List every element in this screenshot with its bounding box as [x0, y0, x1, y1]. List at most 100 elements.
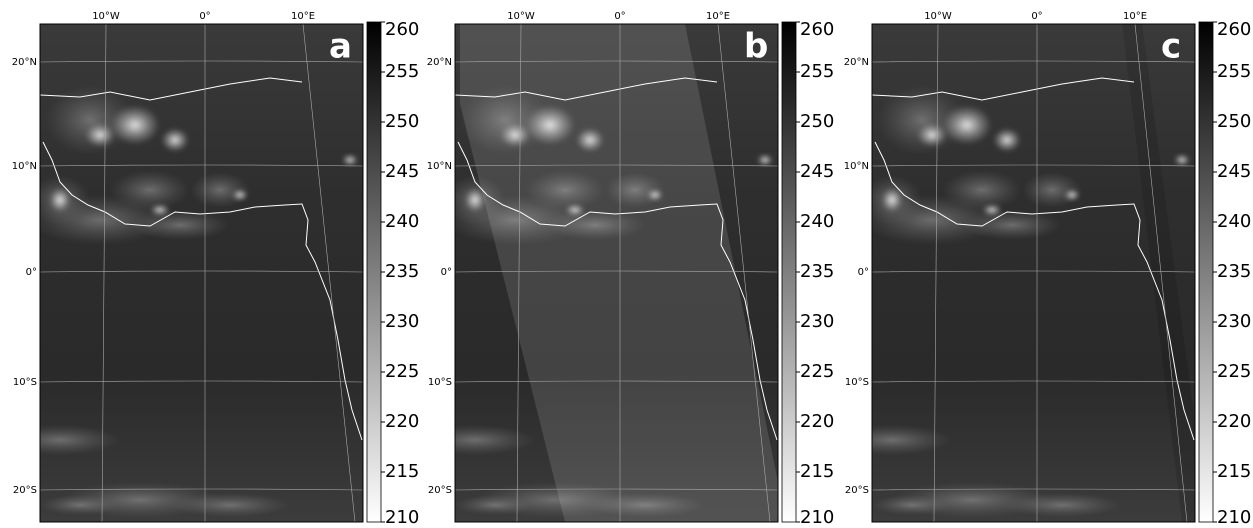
longitude-label: 10°W	[924, 11, 952, 22]
map-frame	[454, 23, 779, 523]
latitude-label: 10°N	[12, 161, 37, 172]
meridian	[1134, 24, 1188, 522]
cloud	[757, 154, 773, 166]
panel: a 10°W 0° 10°E 20°N 10°N 0° 10°S 20°S 260 255 250 24…	[12, 11, 420, 528]
colorbar-label: 230	[385, 311, 419, 332]
meridian	[717, 24, 771, 522]
cloud	[150, 204, 170, 216]
panel: c 10°W 0° 10°E 20°N 10°N 0° 10°S 20°S 260 255 250 24…	[844, 11, 1252, 528]
cloud	[161, 128, 189, 152]
parallel	[40, 488, 363, 491]
colorbar-label: 245	[1217, 161, 1251, 182]
cloud	[576, 128, 604, 152]
map-frame	[39, 23, 364, 523]
colorbar-label: 225	[1217, 361, 1251, 382]
meridian	[101, 24, 107, 522]
swath	[1122, 24, 1195, 522]
latitude-label: 0°	[441, 267, 452, 278]
cloud	[1064, 189, 1080, 201]
parallel	[40, 164, 363, 167]
haze	[872, 425, 952, 455]
cloud	[1174, 154, 1190, 166]
meridian	[302, 24, 356, 522]
colorbar-label: 230	[800, 311, 834, 332]
longitude-label: 10°W	[507, 11, 535, 22]
cloud	[500, 123, 530, 147]
panel-label: c	[1161, 27, 1181, 67]
latitude-label: 10°N	[427, 161, 452, 172]
latitude-label: 20°N	[427, 57, 452, 68]
cloud	[882, 188, 902, 212]
cloud	[85, 123, 115, 147]
haze	[872, 495, 952, 515]
longitude-label: 0°	[199, 11, 210, 22]
haze	[40, 495, 120, 515]
longitude-label: 0°	[1031, 11, 1042, 22]
colorbar-label: 235	[1217, 261, 1251, 282]
colorbar-label: 230	[1217, 311, 1251, 332]
colorbar-label: 260	[800, 19, 834, 40]
cloud	[942, 105, 992, 145]
colorbar-label: 245	[385, 161, 419, 182]
colorbar-label: 240	[385, 211, 419, 232]
colorbar-label: 215	[800, 461, 834, 482]
colorbar-label: 210	[1217, 507, 1251, 528]
latitude-label: 0°	[26, 267, 37, 278]
cloud	[647, 189, 663, 201]
parallel	[455, 60, 778, 63]
latitude-label: 10°S	[845, 377, 869, 388]
cloud	[525, 105, 575, 145]
colorbar-label: 220	[385, 411, 419, 432]
parallel	[872, 488, 1195, 491]
haze	[130, 210, 230, 240]
latitude-label: 20°S	[13, 485, 37, 496]
latitude-label: 10°S	[13, 377, 37, 388]
parallel	[40, 380, 363, 383]
parallel	[40, 60, 363, 63]
parallel	[872, 380, 1195, 383]
haze	[962, 210, 1062, 240]
latitude-label: 0°	[858, 267, 869, 278]
colorbar	[366, 21, 382, 523]
latitude-label: 20°N	[844, 57, 869, 68]
cloud	[50, 188, 70, 212]
parallel	[455, 164, 778, 167]
colorbar-label: 220	[1217, 411, 1251, 432]
map	[40, 24, 363, 522]
latitude-label: 10°N	[844, 161, 869, 172]
colorbar	[1198, 21, 1214, 523]
swath	[460, 24, 778, 522]
cloud	[465, 188, 485, 212]
colorbar	[781, 21, 797, 523]
longitude-label: 10°E	[706, 11, 730, 22]
panel-label: b	[744, 27, 768, 67]
colorbar-label: 225	[385, 361, 419, 382]
parallel	[872, 164, 1195, 167]
parallel	[455, 488, 778, 491]
colorbar-label: 240	[800, 211, 834, 232]
colorbar-label: 250	[1217, 111, 1251, 132]
cloud	[917, 123, 947, 147]
colorbar-label: 255	[385, 61, 419, 82]
panel-label: a	[329, 27, 352, 67]
panel: b 10°W 0° 10°E 20°N 10°N 0° 10°S 20°S 260 255 250 24…	[427, 11, 835, 528]
haze	[585, 493, 705, 517]
cloud	[110, 105, 160, 145]
latitude-label: 20°S	[428, 485, 452, 496]
colorbar-label: 260	[1217, 19, 1251, 40]
colorbar-label: 250	[385, 111, 419, 132]
cloud	[342, 154, 358, 166]
haze	[1002, 493, 1122, 517]
parallel	[455, 380, 778, 383]
colorbar-label: 215	[385, 461, 419, 482]
colorbar-label: 215	[1217, 461, 1251, 482]
colorbar-label: 245	[800, 161, 834, 182]
latitude-label: 20°N	[12, 57, 37, 68]
haze	[455, 425, 535, 455]
haze	[455, 495, 535, 515]
longitude-label: 10°E	[1123, 11, 1147, 22]
latitude-label: 20°S	[845, 485, 869, 496]
map	[455, 24, 778, 522]
parallel	[40, 270, 363, 273]
